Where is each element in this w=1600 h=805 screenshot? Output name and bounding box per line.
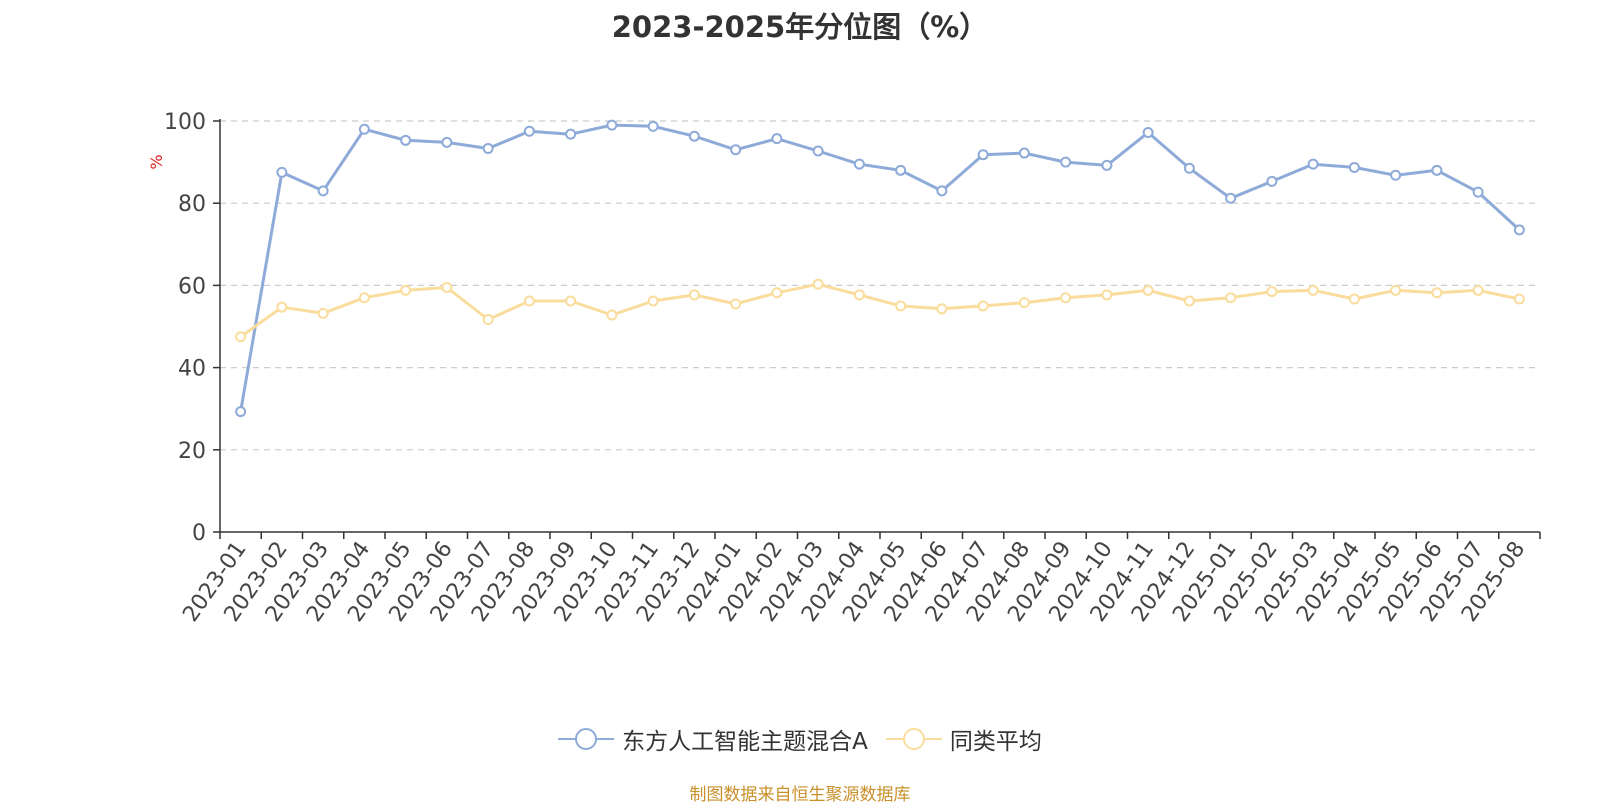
y-tick-label: 20 [178,439,206,464]
data-point-series-1[interactable] [606,309,618,321]
data-point-series-0[interactable] [606,119,618,131]
data-point-series-1[interactable] [1348,293,1360,305]
data-point-series-1[interactable] [895,300,907,312]
data-point-series-1[interactable] [1431,287,1443,299]
data-point-series-1[interactable] [977,300,989,312]
chart-title: 2023-2025年分位图（%） [611,10,989,44]
data-point-series-1[interactable] [1018,297,1030,309]
data-point-series-1[interactable] [1183,295,1195,307]
data-point-series-1[interactable] [688,289,700,301]
data-point-series-1[interactable] [235,331,247,343]
legend-series-1-icon [885,728,942,750]
tick-labels: 020406080100%2023-012023-022023-032023-0… [147,110,1530,627]
data-point-series-1[interactable] [1060,292,1072,304]
data-point-series-0[interactable] [1018,147,1030,159]
data-point-series-1[interactable] [441,281,453,293]
data-point-series-0[interactable] [1225,192,1237,204]
grid-lines [220,120,1540,451]
axes [213,119,1541,539]
data-point-series-0[interactable] [1513,224,1525,236]
source-note: 制图数据来自恒生聚源数据库 [689,785,911,805]
data-point-series-1[interactable] [1472,284,1484,296]
data-point-series-0[interactable] [1266,175,1278,187]
data-point-series-0[interactable] [730,144,742,156]
y-tick-label: 80 [178,192,206,217]
legend-series-0-label: 东方人工智能主题混合A [622,729,868,755]
data-point-series-1[interactable] [647,295,659,307]
legend-series-1-label: 同类平均 [949,729,1042,755]
series-line-1 [239,282,1520,339]
data-point-series-0[interactable] [812,145,824,157]
data-point-series-1[interactable] [1101,289,1113,301]
data-points [235,119,1525,418]
data-point-series-1[interactable] [482,314,494,326]
data-point-series-0[interactable] [1101,159,1113,171]
legend-item-series-1[interactable]: 同类平均 [885,722,1042,756]
series-line-0 [239,123,1521,412]
data-point-series-0[interactable] [441,136,453,148]
data-point-series-0[interactable] [1307,158,1319,170]
data-point-series-1[interactable] [1390,284,1402,296]
data-point-series-0[interactable] [1390,169,1402,181]
data-point-series-0[interactable] [358,123,370,135]
data-point-series-0[interactable] [1348,161,1360,173]
data-point-series-1[interactable] [1513,293,1525,305]
y-tick-label: 60 [178,274,206,299]
y-tick-label: 0 [192,521,206,546]
data-point-series-0[interactable] [1431,164,1443,176]
y-axis-title: % [147,154,166,169]
data-point-series-0[interactable] [936,185,948,197]
data-point-series-0[interactable] [276,166,288,178]
data-point-series-0[interactable] [565,128,577,140]
data-point-series-1[interactable] [771,287,783,299]
data-point-series-1[interactable] [936,303,948,315]
data-point-series-1[interactable] [853,289,865,301]
data-point-series-1[interactable] [400,284,412,296]
data-point-series-0[interactable] [647,120,659,132]
data-point-series-0[interactable] [771,133,783,145]
data-point-series-0[interactable] [523,125,535,137]
data-point-series-0[interactable] [400,134,412,146]
y-tick-label: 100 [164,110,206,135]
data-point-series-1[interactable] [730,298,742,310]
data-point-series-1[interactable] [812,278,824,290]
legend: 东方人工智能主题混合A 同类平均 [0,722,1600,756]
data-point-series-1[interactable] [317,307,329,319]
data-point-series-1[interactable] [358,292,370,304]
data-point-series-1[interactable] [1142,284,1154,296]
data-point-series-0[interactable] [235,406,247,418]
legend-series-0-icon [558,728,615,750]
data-point-series-0[interactable] [317,185,329,197]
data-point-series-1[interactable] [276,301,288,313]
data-point-series-1[interactable] [1266,286,1278,298]
data-point-series-0[interactable] [1142,127,1154,139]
data-point-series-0[interactable] [688,130,700,142]
data-point-series-1[interactable] [1307,284,1319,296]
data-point-series-1[interactable] [565,295,577,307]
data-point-series-0[interactable] [1472,186,1484,198]
data-point-series-0[interactable] [895,164,907,176]
data-point-series-0[interactable] [1060,156,1072,168]
series-lines [239,123,1521,412]
data-point-series-0[interactable] [1183,162,1195,174]
y-tick-label: 40 [178,357,206,382]
legend-item-series-0[interactable]: 东方人工智能主题混合A [558,722,868,756]
data-point-series-0[interactable] [977,149,989,161]
data-point-series-0[interactable] [853,158,865,170]
data-point-series-1[interactable] [523,295,535,307]
data-point-series-1[interactable] [1225,292,1237,304]
data-point-series-0[interactable] [482,143,494,155]
